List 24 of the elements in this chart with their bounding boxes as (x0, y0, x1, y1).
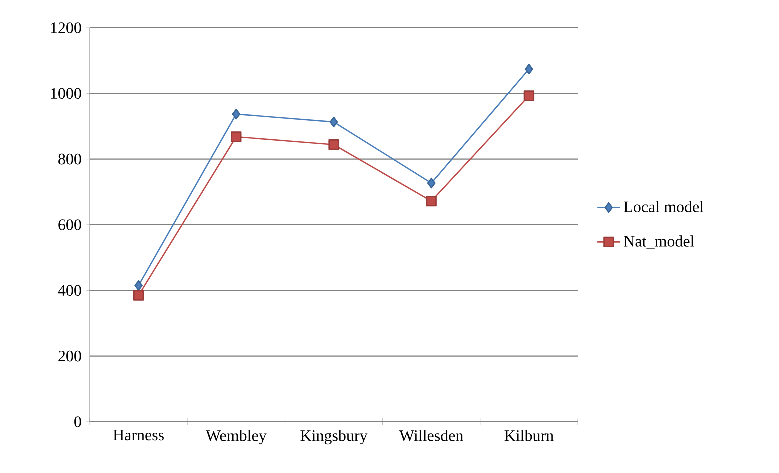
point (525, 64, 534, 75)
y-tick-label: 400 (58, 285, 82, 296)
y-tick-label: 600 (58, 220, 82, 230)
point (231, 132, 242, 142)
point (427, 178, 436, 189)
x-tick-label: Harness (113, 430, 164, 441)
x-tick-label: Willesden (400, 430, 464, 442)
y-tick-label: 0 (74, 416, 82, 428)
y-tick-label: 800 (58, 154, 82, 165)
point (328, 140, 340, 150)
y-tick-label: 1200 (51, 22, 82, 34)
point (134, 280, 143, 292)
legend-label: Nat_model (624, 236, 694, 249)
y-tick-label: 200 (58, 350, 82, 362)
y-tick-label: 1000 (51, 88, 82, 100)
point (133, 290, 144, 301)
x-tick-label: Kilburn (504, 430, 554, 442)
legend-label: Local model (624, 201, 704, 212)
point (232, 109, 241, 120)
x-tick-label: Wembley (206, 430, 267, 445)
point (330, 116, 338, 128)
point (426, 196, 437, 207)
point (524, 90, 535, 102)
x-tick-label: Kingsbury (300, 430, 368, 445)
